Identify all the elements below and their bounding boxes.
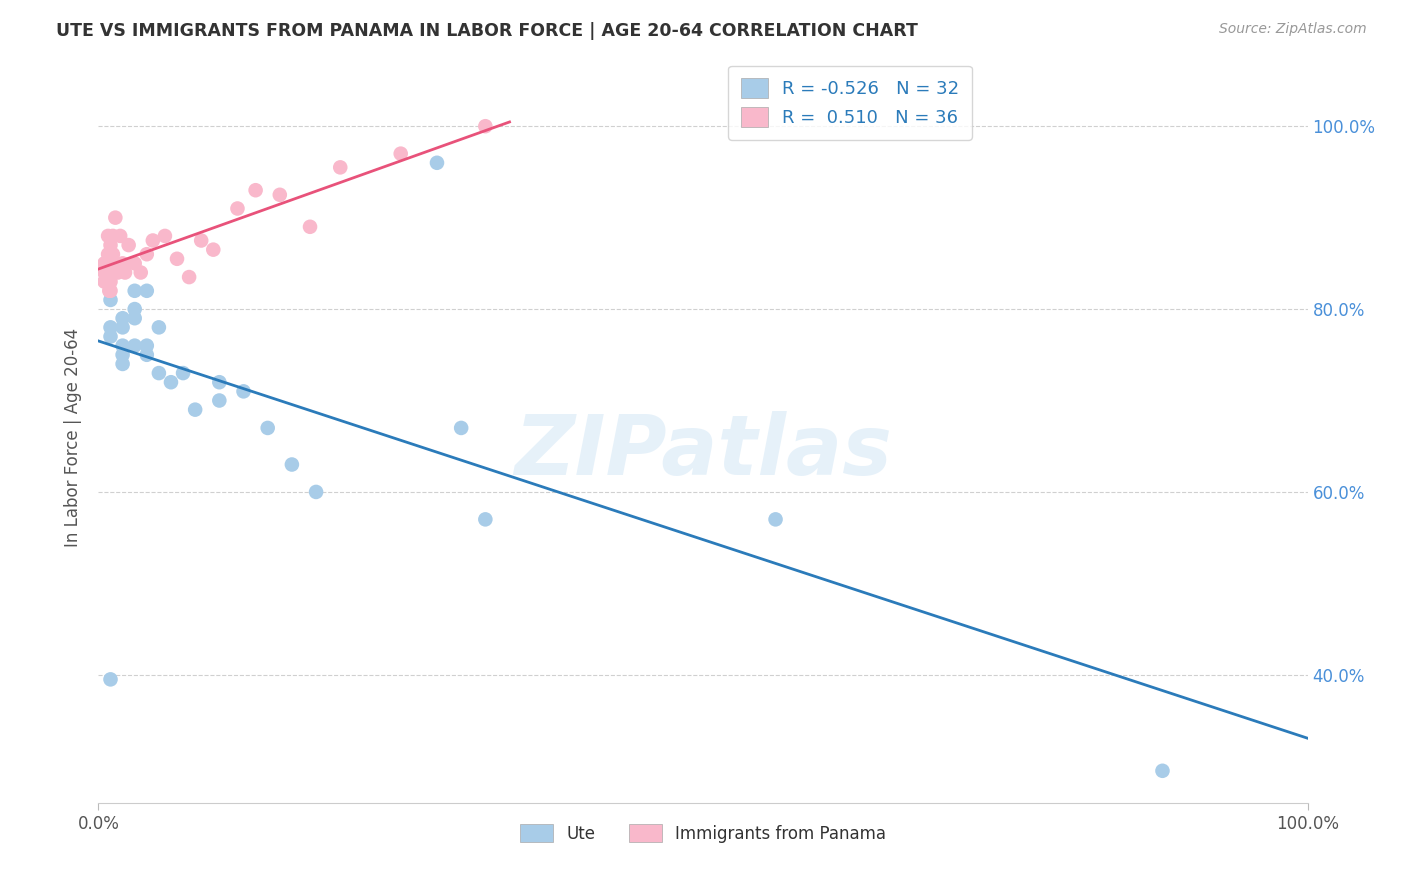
Point [226, 202, 249, 216]
Point [111, 357, 134, 371]
Point [129, 266, 152, 280]
Point [114, 266, 136, 280]
Point [111, 311, 134, 326]
Point [184, 402, 207, 417]
Point [100, 238, 122, 252]
Point [100, 293, 122, 307]
Point [232, 384, 254, 399]
Point [765, 512, 787, 526]
Point [101, 228, 124, 243]
Point [160, 375, 183, 389]
Point [124, 284, 146, 298]
Point [142, 234, 165, 248]
Point [108, 228, 131, 243]
Point [93, 256, 115, 270]
Point [245, 183, 267, 197]
Point [305, 485, 328, 500]
Point [98, 266, 121, 280]
Point [124, 301, 146, 317]
Text: ZIPatlas: ZIPatlas [515, 411, 891, 492]
Point [107, 266, 129, 280]
Point [111, 256, 134, 270]
Point [100, 275, 122, 289]
Point [124, 311, 146, 326]
Point [389, 146, 412, 161]
Point [1152, 764, 1174, 778]
Point [93, 275, 115, 289]
Text: UTE VS IMMIGRANTS FROM PANAMA IN LABOR FORCE | AGE 20-64 CORRELATION CHART: UTE VS IMMIGRANTS FROM PANAMA IN LABOR F… [56, 22, 918, 40]
Point [135, 338, 157, 352]
Point [148, 320, 170, 334]
Point [135, 247, 157, 261]
Legend: Ute, Immigrants from Panama: Ute, Immigrants from Panama [513, 817, 893, 849]
Y-axis label: In Labor Force | Age 20-64: In Labor Force | Age 20-64 [65, 327, 83, 547]
Point [93, 266, 115, 280]
Point [100, 320, 122, 334]
Point [98, 284, 121, 298]
Point [426, 155, 449, 169]
Point [329, 161, 352, 175]
Point [299, 219, 322, 234]
Point [153, 228, 176, 243]
Point [474, 512, 496, 526]
Point [190, 234, 212, 248]
Point [100, 256, 122, 270]
Point [179, 270, 201, 285]
Point [97, 247, 120, 261]
Point [104, 211, 127, 225]
Point [111, 338, 134, 352]
Point [269, 187, 291, 202]
Point [202, 243, 225, 257]
Point [124, 338, 146, 352]
Point [111, 320, 134, 334]
Text: Source: ZipAtlas.com: Source: ZipAtlas.com [1219, 22, 1367, 37]
Point [172, 366, 194, 380]
Point [124, 256, 146, 270]
Point [208, 375, 231, 389]
Point [97, 228, 120, 243]
Point [135, 348, 157, 362]
Point [100, 673, 122, 687]
Point [148, 366, 170, 380]
Point [101, 247, 124, 261]
Point [118, 238, 141, 252]
Point [256, 421, 278, 435]
Point [100, 329, 122, 343]
Point [105, 256, 128, 270]
Point [474, 119, 496, 133]
Point [100, 284, 122, 298]
Point [111, 348, 134, 362]
Point [208, 393, 231, 408]
Point [450, 421, 472, 435]
Point [281, 458, 304, 472]
Point [135, 284, 157, 298]
Point [166, 252, 188, 266]
